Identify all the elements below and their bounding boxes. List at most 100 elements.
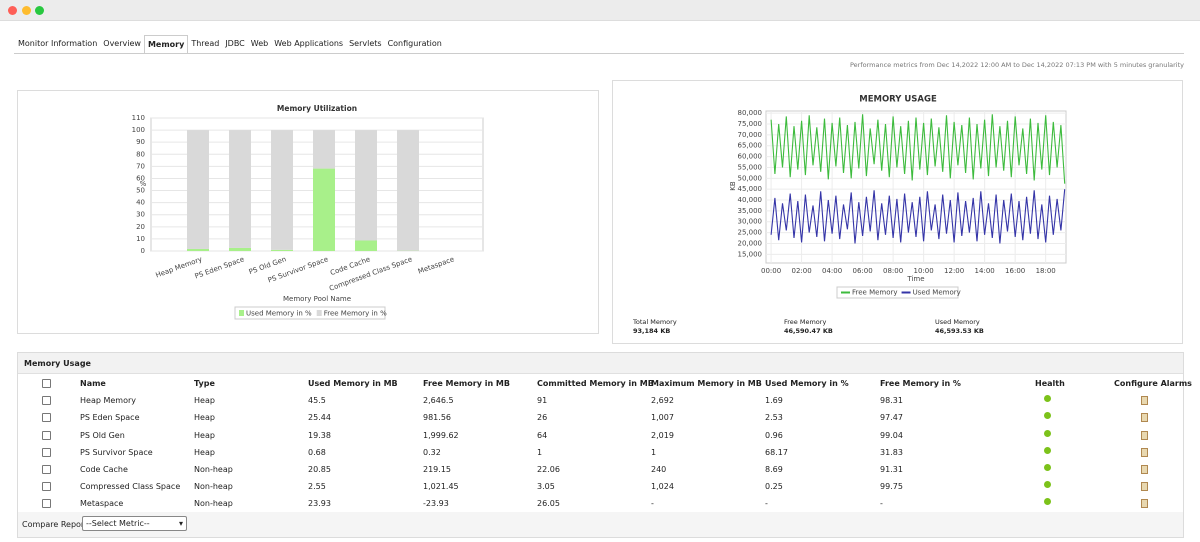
row-checkbox[interactable] <box>42 482 51 492</box>
x-axis-label: Memory Pool Name <box>283 295 351 303</box>
bar-segment <box>355 130 377 241</box>
tab[interactable]: Web Applications <box>274 39 344 48</box>
table-cell: 31.83 <box>880 447 903 457</box>
summary-value: 46,590.47 KB <box>784 327 833 335</box>
configure-alarm-icon[interactable] <box>1141 447 1148 457</box>
configure-alarm-icon[interactable] <box>1141 396 1148 406</box>
line-chart: MEMORY USAGE 15,000 20,000 25,000 30,000 35,0… <box>632 95 1067 335</box>
table-cell: 2.55 <box>308 482 326 492</box>
y-tick-label: 75,000 <box>738 120 763 128</box>
bar-segment <box>397 130 419 251</box>
column-header: Name <box>80 379 106 388</box>
table-cell: 8.69 <box>765 465 783 474</box>
table-cell: 1 <box>651 447 657 457</box>
row-checkbox[interactable] <box>42 465 51 474</box>
tab[interactable]: Thread <box>191 39 220 48</box>
select-all-checkbox[interactable] <box>42 379 51 388</box>
x-tick-label: Metaspace <box>417 255 455 275</box>
x-tick-label: 14:00 <box>975 267 995 275</box>
table-cell: 0.96 <box>765 430 783 440</box>
y-tick-label: 80,000 <box>738 109 763 117</box>
x-tick-label: Compressed Class Space <box>328 255 413 293</box>
table-cell: 20.85 <box>308 465 331 474</box>
bar-segment <box>271 249 293 251</box>
configure-alarm-icon[interactable] <box>1141 465 1148 474</box>
y-tick-label: 90 <box>136 138 145 146</box>
table-cell: 1,999.62 <box>423 430 459 440</box>
table-cell: 68.17 <box>765 447 788 457</box>
row-checkbox[interactable] <box>42 499 51 509</box>
table-cell: Heap <box>194 396 215 406</box>
table-cell: 64 <box>537 430 548 440</box>
bar-segment <box>271 130 293 250</box>
legend-swatch <box>239 310 244 316</box>
x-tick-label: 18:00 <box>1036 267 1056 275</box>
configure-alarm-icon[interactable] <box>1141 499 1148 509</box>
y-tick-label: 50 <box>136 187 145 195</box>
time-range-note: Performance metrics from Dec 14,2022 12:… <box>849 61 1184 69</box>
x-tick-label: 06:00 <box>853 267 873 275</box>
row-checkbox[interactable] <box>42 430 51 440</box>
y-axis-label: KB <box>729 181 737 191</box>
table-cell: 26.05 <box>537 499 560 509</box>
table-cell: 219.15 <box>423 465 451 474</box>
table-cell: 91.31 <box>880 465 903 474</box>
table-cell: 19.38 <box>308 430 331 440</box>
usage-panel: MEMORY USAGE 15,000 20,000 25,000 30,000 35,0… <box>612 80 1183 344</box>
column-header: Configure Alarms <box>1114 379 1192 388</box>
table-cell: 981.56 <box>423 413 451 423</box>
row-checkbox[interactable] <box>42 396 51 406</box>
compare-label: Compare Reports <box>22 520 92 529</box>
table-cell: Non-heap <box>194 465 233 474</box>
column-header: Health <box>1035 379 1065 388</box>
legend-label: Used Memory in % <box>246 310 312 318</box>
maximize-button[interactable] <box>35 6 44 15</box>
configure-alarm-icon[interactable] <box>1141 413 1148 423</box>
row-checkbox[interactable] <box>42 447 51 457</box>
summary-label: Used Memory <box>935 318 980 326</box>
table-cell: Heap <box>194 430 215 440</box>
health-indicator <box>1044 498 1051 506</box>
table-cell: 22.06 <box>537 465 560 474</box>
metric-select[interactable]: --Select Metric-- ▾ <box>82 516 187 531</box>
health-indicator <box>1044 412 1051 420</box>
x-tick-label: 00:00 <box>761 267 781 275</box>
y-tick-label: 30,000 <box>738 218 763 226</box>
close-button[interactable] <box>8 6 17 15</box>
tab[interactable]: Monitor Information <box>18 39 98 48</box>
table-cell: Heap Memory <box>80 396 136 406</box>
table-cell: 3.05 <box>537 482 555 492</box>
health-indicator <box>1044 481 1051 489</box>
table-panel: Memory Usage Name Type Used Memory in MB Fr… <box>17 352 1192 538</box>
tab[interactable]: Web <box>250 39 269 48</box>
tab[interactable]: Servlets <box>349 39 382 48</box>
y-tick-label: 40 <box>136 199 145 207</box>
row-checkbox[interactable] <box>42 413 51 423</box>
bar-segment <box>229 130 251 248</box>
y-tick-label: 50,000 <box>738 174 763 182</box>
configure-alarm-icon[interactable] <box>1141 482 1148 492</box>
table-cell: - <box>651 499 654 509</box>
configure-alarm-icon[interactable] <box>1141 430 1148 440</box>
tab[interactable]: JDBC <box>225 39 245 48</box>
table-cell: 26 <box>537 413 548 423</box>
table-cell: - <box>880 499 883 509</box>
tab[interactable]: Configuration <box>387 39 442 48</box>
table-cell: PS Old Gen <box>80 430 125 440</box>
y-tick-label: 25,000 <box>738 229 763 237</box>
y-tick-label: 60,000 <box>738 153 763 161</box>
table-cell: 91 <box>537 396 548 406</box>
table-cell: 0.32 <box>423 447 441 457</box>
table-cell: 0.25 <box>765 482 783 492</box>
table-cell: 2.53 <box>765 413 783 423</box>
tab-divider <box>14 53 1184 54</box>
health-indicator <box>1044 446 1051 454</box>
tab[interactable]: Memory <box>143 35 189 53</box>
legend-box <box>234 306 386 320</box>
x-axis-label: Time <box>906 275 924 283</box>
table-cell: 1,024 <box>651 482 674 492</box>
table-cell: Code Cache <box>80 465 128 474</box>
tab[interactable]: Overview <box>103 39 141 48</box>
minimize-button[interactable] <box>22 6 31 15</box>
